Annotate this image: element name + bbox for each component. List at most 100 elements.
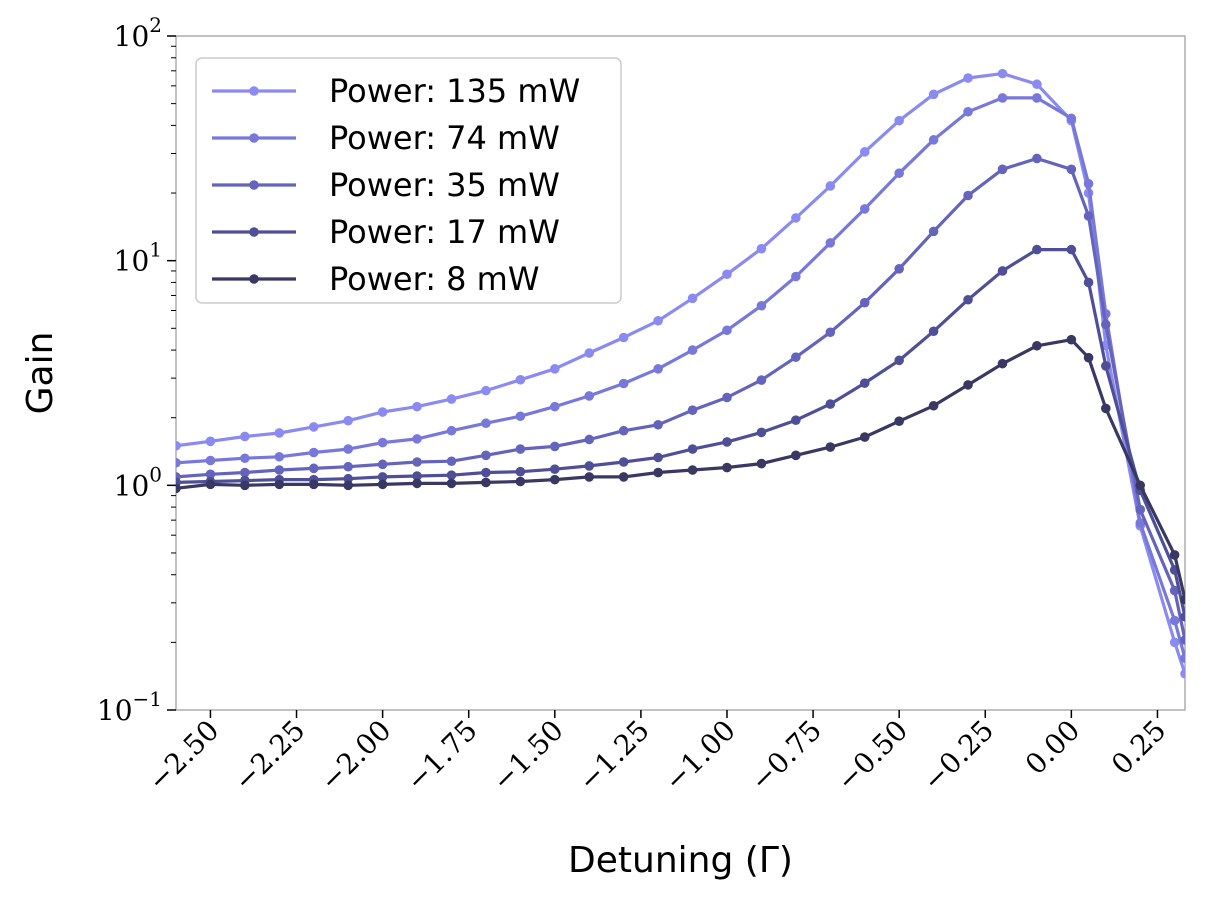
data-point bbox=[1100, 403, 1111, 414]
data-point bbox=[308, 422, 319, 432]
data-point bbox=[343, 473, 353, 484]
data-point bbox=[722, 392, 732, 403]
x-tick-label: −1.50 bbox=[486, 714, 570, 798]
legend-label: Power: 35 mW bbox=[329, 166, 560, 204]
data-point bbox=[481, 450, 491, 461]
series-layer bbox=[176, 68, 1185, 679]
data-point bbox=[653, 364, 663, 374]
x-tick-label: −2.25 bbox=[227, 714, 311, 798]
data-point bbox=[1083, 352, 1094, 363]
data-point bbox=[1083, 211, 1094, 221]
legend: Power: 135 mW Power: 74 mW Power: 35 mW Pow… bbox=[195, 57, 622, 304]
data-point bbox=[825, 399, 836, 409]
data-point bbox=[687, 405, 698, 415]
series-2 bbox=[176, 93, 1185, 664]
legend-marker bbox=[249, 227, 259, 237]
data-point bbox=[1032, 93, 1042, 103]
data-point bbox=[515, 476, 526, 487]
data-point bbox=[1032, 244, 1042, 255]
data-point bbox=[1100, 361, 1111, 371]
data-point bbox=[687, 345, 698, 355]
x-tick-label: −1.00 bbox=[658, 714, 742, 798]
data-point bbox=[894, 115, 904, 126]
data-point bbox=[1180, 594, 1185, 605]
legend-entry: Power: 74 mW bbox=[212, 119, 560, 157]
data-point bbox=[377, 472, 388, 482]
data-point bbox=[859, 432, 870, 442]
data-point bbox=[997, 266, 1008, 276]
data-point bbox=[412, 471, 422, 481]
legend-marker bbox=[249, 274, 259, 284]
data-point bbox=[687, 293, 698, 304]
data-point bbox=[756, 458, 767, 469]
data-point bbox=[343, 480, 353, 491]
data-point bbox=[1066, 334, 1077, 345]
legend-entry: Power: 35 mW bbox=[212, 166, 560, 204]
data-point bbox=[997, 68, 1008, 79]
legend-label: Power: 135 mW bbox=[329, 72, 580, 110]
data-point bbox=[412, 401, 422, 412]
x-tick-label: −0.50 bbox=[830, 714, 914, 798]
data-point bbox=[176, 483, 181, 494]
data-point bbox=[1180, 653, 1185, 664]
y-axis-label: Gain bbox=[20, 332, 61, 415]
data-point bbox=[240, 431, 250, 442]
data-point bbox=[274, 465, 285, 475]
series-3 bbox=[176, 153, 1185, 645]
data-point bbox=[791, 352, 801, 362]
data-point bbox=[205, 469, 216, 480]
y-tick-label: 10−1 bbox=[97, 687, 162, 727]
data-point bbox=[205, 479, 216, 490]
data-point bbox=[1083, 277, 1094, 288]
data-point bbox=[963, 106, 973, 117]
data-point bbox=[446, 478, 457, 489]
data-point bbox=[1066, 113, 1077, 124]
data-point bbox=[791, 415, 801, 425]
data-point bbox=[997, 93, 1008, 103]
data-point bbox=[1032, 340, 1042, 351]
data-point bbox=[756, 375, 767, 385]
data-point bbox=[446, 394, 457, 404]
x-tick-label: 0.25 bbox=[1105, 714, 1172, 781]
data-point bbox=[687, 444, 698, 454]
data-point bbox=[584, 434, 595, 445]
data-point bbox=[412, 478, 422, 489]
data-point bbox=[963, 73, 973, 83]
data-point bbox=[653, 315, 663, 326]
data-point bbox=[928, 135, 939, 145]
data-point bbox=[176, 457, 181, 468]
data-point bbox=[550, 364, 560, 374]
data-point bbox=[894, 416, 904, 426]
series-line bbox=[176, 338, 1185, 600]
data-point bbox=[550, 474, 560, 485]
data-point bbox=[481, 418, 491, 429]
data-point bbox=[584, 391, 595, 401]
data-point bbox=[1169, 615, 1180, 626]
data-point bbox=[825, 327, 836, 338]
data-point bbox=[618, 425, 629, 436]
data-point bbox=[1066, 164, 1077, 175]
series-line bbox=[176, 96, 1185, 659]
data-point bbox=[1135, 518, 1146, 528]
data-point bbox=[412, 434, 422, 444]
data-point bbox=[550, 401, 560, 412]
data-point bbox=[343, 461, 353, 472]
data-point bbox=[963, 294, 973, 305]
data-point bbox=[791, 450, 801, 461]
data-point bbox=[240, 467, 250, 478]
data-point bbox=[928, 226, 939, 237]
data-point bbox=[928, 89, 939, 100]
legend-label: Power: 74 mW bbox=[329, 119, 560, 157]
data-point bbox=[584, 461, 595, 471]
legend-entry: Power: 135 mW bbox=[212, 72, 580, 110]
data-point bbox=[894, 264, 904, 274]
x-tick-label: −2.00 bbox=[314, 714, 398, 798]
data-point bbox=[653, 452, 663, 463]
data-point bbox=[859, 204, 870, 214]
data-point bbox=[308, 447, 319, 458]
data-point bbox=[928, 400, 939, 411]
data-point bbox=[1100, 319, 1111, 330]
data-point bbox=[825, 238, 836, 248]
data-point bbox=[550, 464, 560, 474]
